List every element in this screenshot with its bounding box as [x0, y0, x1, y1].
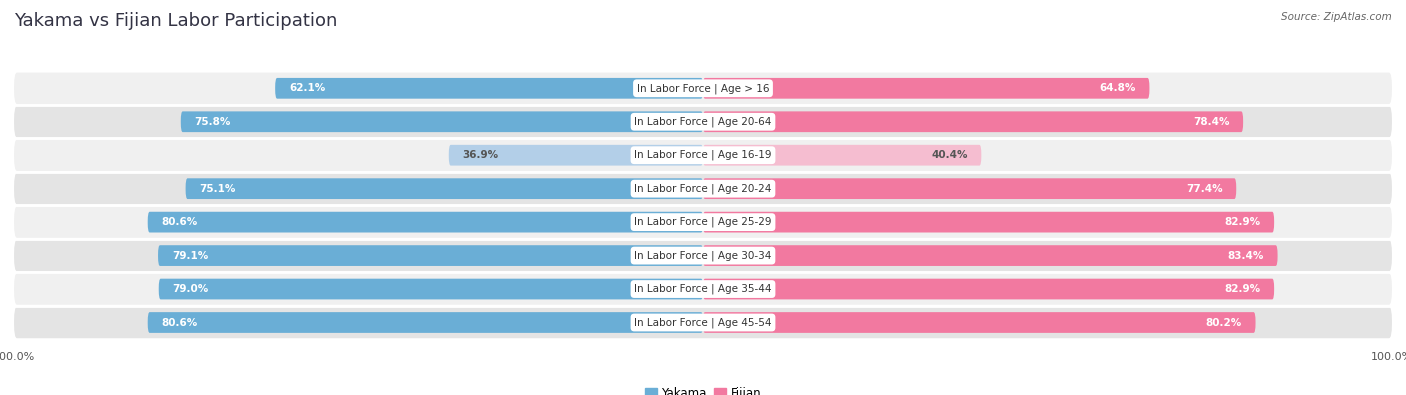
Text: 79.0%: 79.0%	[173, 284, 208, 294]
Text: Source: ZipAtlas.com: Source: ZipAtlas.com	[1281, 12, 1392, 22]
FancyBboxPatch shape	[703, 212, 1274, 233]
FancyBboxPatch shape	[703, 245, 1278, 266]
Text: In Labor Force | Age 25-29: In Labor Force | Age 25-29	[634, 217, 772, 228]
Text: 83.4%: 83.4%	[1227, 250, 1264, 261]
FancyBboxPatch shape	[148, 212, 703, 233]
FancyBboxPatch shape	[14, 240, 1392, 271]
FancyBboxPatch shape	[14, 106, 1392, 137]
FancyBboxPatch shape	[703, 178, 1236, 199]
Text: 64.8%: 64.8%	[1099, 83, 1136, 93]
FancyBboxPatch shape	[186, 178, 703, 199]
Text: 80.2%: 80.2%	[1205, 318, 1241, 327]
Text: 80.6%: 80.6%	[162, 318, 198, 327]
Text: In Labor Force | Age 45-54: In Labor Force | Age 45-54	[634, 317, 772, 328]
Text: 62.1%: 62.1%	[290, 83, 325, 93]
Text: 77.4%: 77.4%	[1185, 184, 1222, 194]
Text: 75.1%: 75.1%	[200, 184, 236, 194]
FancyBboxPatch shape	[703, 111, 1243, 132]
FancyBboxPatch shape	[14, 173, 1392, 204]
Text: 78.4%: 78.4%	[1192, 117, 1229, 127]
FancyBboxPatch shape	[148, 312, 703, 333]
FancyBboxPatch shape	[14, 307, 1392, 338]
Text: 82.9%: 82.9%	[1225, 217, 1260, 227]
Text: In Labor Force | Age 35-44: In Labor Force | Age 35-44	[634, 284, 772, 294]
FancyBboxPatch shape	[14, 273, 1392, 305]
FancyBboxPatch shape	[14, 139, 1392, 171]
FancyBboxPatch shape	[703, 312, 1256, 333]
Text: In Labor Force | Age 30-34: In Labor Force | Age 30-34	[634, 250, 772, 261]
FancyBboxPatch shape	[181, 111, 703, 132]
Text: 40.4%: 40.4%	[931, 150, 967, 160]
Text: 36.9%: 36.9%	[463, 150, 499, 160]
Text: In Labor Force | Age 20-64: In Labor Force | Age 20-64	[634, 117, 772, 127]
FancyBboxPatch shape	[703, 279, 1274, 299]
Text: 75.8%: 75.8%	[194, 117, 231, 127]
FancyBboxPatch shape	[14, 207, 1392, 238]
Text: In Labor Force | Age 20-24: In Labor Force | Age 20-24	[634, 183, 772, 194]
FancyBboxPatch shape	[703, 145, 981, 166]
Text: Yakama vs Fijian Labor Participation: Yakama vs Fijian Labor Participation	[14, 12, 337, 30]
FancyBboxPatch shape	[159, 279, 703, 299]
FancyBboxPatch shape	[14, 73, 1392, 104]
Text: 80.6%: 80.6%	[162, 217, 198, 227]
Text: In Labor Force | Age > 16: In Labor Force | Age > 16	[637, 83, 769, 94]
FancyBboxPatch shape	[276, 78, 703, 99]
Text: In Labor Force | Age 16-19: In Labor Force | Age 16-19	[634, 150, 772, 160]
FancyBboxPatch shape	[703, 78, 1150, 99]
Text: 79.1%: 79.1%	[172, 250, 208, 261]
FancyBboxPatch shape	[449, 145, 703, 166]
FancyBboxPatch shape	[157, 245, 703, 266]
Legend: Yakama, Fijian: Yakama, Fijian	[640, 382, 766, 395]
Text: 82.9%: 82.9%	[1225, 284, 1260, 294]
